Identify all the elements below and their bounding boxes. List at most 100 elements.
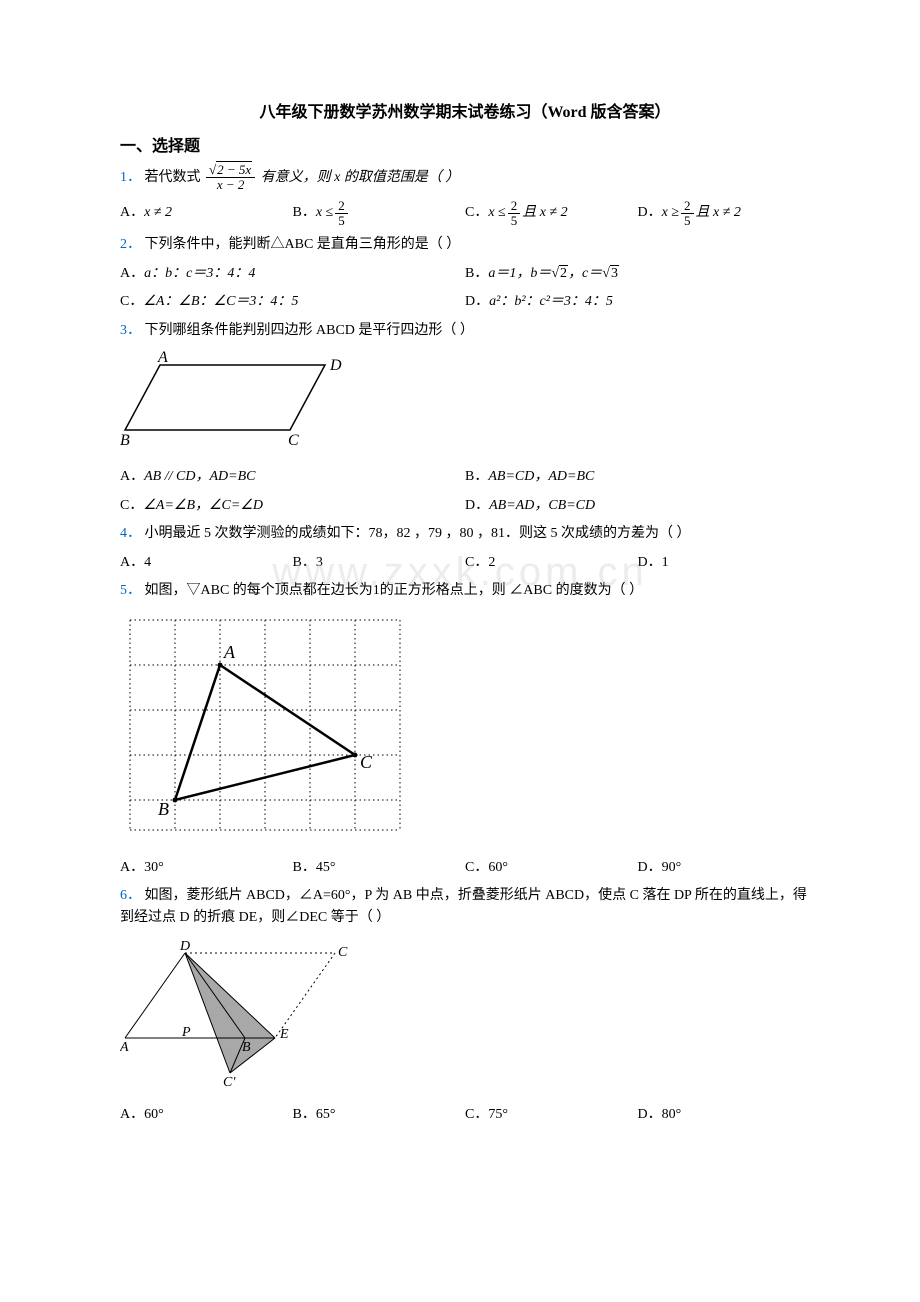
q2-opt-a: A． a：b：c＝3：4：4	[120, 263, 465, 285]
question-3: 3． 下列哪组条件能判别四边形 ABCD 是平行四边形（ ）	[120, 320, 810, 342]
q5-num: 5．	[120, 583, 141, 598]
section-header: 一、选择题	[120, 134, 810, 160]
opt-text: AB=CD，AD=BC	[488, 466, 594, 488]
q6-opt-a: A．60°	[120, 1104, 293, 1126]
label-c: C	[338, 945, 348, 960]
question-5: 5． 如图，▽ABC 的每个顶点都在边长为1的正方形格点上，则 ∠ABC 的度数…	[120, 580, 810, 602]
page-title: 八年级下册数学苏州数学期末试卷练习（Word 版含答案）	[120, 100, 810, 126]
q1-fraction: 2 − 5x x − 2	[206, 163, 255, 193]
q2-text: 下列条件中，能判断△ABC 是直角三角形的是（ ）	[145, 237, 461, 252]
opt-text: 3	[316, 552, 323, 574]
opt-label: D．	[465, 291, 489, 313]
grid-triangle-icon: A B C	[120, 610, 410, 840]
q4-opt-a: A．4	[120, 552, 293, 574]
q2-opt-d: D． a²：b²：c²＝3：4：5	[465, 291, 810, 313]
opt-text: AB=AD，CB=CD	[489, 495, 595, 517]
label-cp: C′	[223, 1075, 236, 1088]
opt-text: x ≠ 2	[144, 202, 172, 224]
q1-options: A． x ≠ 2 B． x ≤ 25 C． x ≤ 25 且 x ≠ 2 D． …	[120, 199, 810, 229]
opt-label: B．	[293, 202, 316, 224]
q3-opt-a: A． AB // CD，AD=BC	[120, 466, 465, 488]
opt-text: 60°	[488, 857, 508, 879]
q2-opt-b: B． a＝1，b＝ 2 ，c＝ 3	[465, 263, 810, 285]
question-1: 1． 若代数式 2 − 5x x − 2 有意义，则 x 的取值范围是（ ）	[120, 163, 810, 193]
q3-opt-b: B． AB=CD，AD=BC	[465, 466, 810, 488]
label-d: D	[179, 939, 190, 954]
q5-opt-b: B．45°	[293, 857, 466, 879]
frac-den: 5	[681, 214, 694, 228]
opt-text: 2	[488, 552, 495, 574]
opt-label: A．	[120, 857, 144, 879]
label-p: P	[181, 1025, 191, 1040]
frac-den: 5	[335, 214, 348, 228]
q5-opt-d: D．90°	[638, 857, 811, 879]
opt-text: x ≤	[316, 202, 333, 224]
q1-opt-d: D． x ≥ 25 且 x ≠ 2	[638, 199, 811, 229]
q2-options-1: A． a：b：c＝3：4：4 B． a＝1，b＝ 2 ，c＝ 3	[120, 263, 810, 285]
q3-text: 下列哪组条件能判别四边形 ABCD 是平行四边形（ ）	[145, 323, 474, 338]
radicand: 3	[610, 265, 619, 281]
q1-opt-a: A． x ≠ 2	[120, 199, 293, 229]
opt-label: C．	[120, 495, 143, 517]
frac-num: 2	[681, 199, 694, 214]
q1-opt-b: B． x ≤ 25	[293, 199, 466, 229]
label-a: A	[157, 350, 168, 366]
frac-den: 5	[508, 214, 521, 228]
q5-figure: A B C	[120, 610, 810, 848]
opt-text: 且 x ≠ 2	[696, 202, 741, 224]
q3-num: 3．	[120, 323, 141, 338]
opt-label: A．	[120, 552, 144, 574]
opt-label: C．	[120, 291, 143, 313]
opt-text: x ≤	[488, 202, 505, 224]
label-b: B	[158, 799, 169, 819]
rhombus-fold-icon: D C A B E P C′	[120, 938, 360, 1088]
opt-text: 30°	[144, 857, 164, 879]
q4-num: 4．	[120, 526, 141, 541]
q6-opt-b: B．65°	[293, 1104, 466, 1126]
opt-label: B．	[293, 552, 316, 574]
opt-label: B．	[293, 1104, 316, 1126]
frac-num: 2	[508, 199, 521, 214]
label-b: B	[120, 432, 130, 449]
label-d: D	[329, 357, 342, 374]
q3-options-2: C． ∠A=∠B，∠C=∠D D． AB=AD，CB=CD	[120, 495, 810, 517]
q2-num: 2．	[120, 237, 141, 252]
q4-opt-b: B．3	[293, 552, 466, 574]
opt-text: a²：b²：c²＝3：4：5	[489, 291, 613, 313]
q2-options-2: C． ∠A：∠B：∠C＝3：4：5 D． a²：b²：c²＝3：4：5	[120, 291, 810, 313]
opt-label: D．	[638, 552, 662, 574]
q5-opt-a: A．30°	[120, 857, 293, 879]
opt-label: D．	[638, 202, 662, 224]
opt-text: ，c＝	[568, 263, 602, 285]
q3-options-1: A． AB // CD，AD=BC B． AB=CD，AD=BC	[120, 466, 810, 488]
label-a: A	[120, 1040, 129, 1055]
opt-text: 80°	[662, 1104, 682, 1126]
opt-text: 65°	[316, 1104, 336, 1126]
opt-text: 4	[144, 552, 151, 574]
opt-text: 60°	[144, 1104, 164, 1126]
opt-label: C．	[465, 1104, 488, 1126]
q6-num: 6．	[120, 888, 141, 903]
question-6: 6． 如图，菱形纸片 ABCD，∠A=60°，P 为 AB 中点，折叠菱形纸片 …	[120, 885, 810, 930]
label-a: A	[223, 642, 236, 662]
q6-opt-c: C．75°	[465, 1104, 638, 1126]
q4-text: 小明最近 5 次数学测验的成绩如下：78，82 ，79 ，80 ，81．则这 5…	[145, 526, 691, 541]
opt-text: 75°	[488, 1104, 508, 1126]
opt-label: C．	[465, 552, 488, 574]
q4-options: A．4 B．3 C．2 D．1	[120, 552, 810, 574]
opt-text: ∠A：∠B：∠C＝3：4：5	[143, 291, 298, 313]
opt-label: A．	[120, 466, 144, 488]
opt-text: a：b：c＝3：4：4	[144, 263, 255, 285]
frac-num: 2	[335, 199, 348, 214]
opt-text: a＝1，b＝	[488, 263, 551, 285]
q6-options: A．60° B．65° C．75° D．80°	[120, 1104, 810, 1126]
opt-text: 且 x ≠ 2	[522, 202, 567, 224]
parallelogram-icon: A D B C	[120, 350, 350, 450]
q1-frac-den: x − 2	[214, 178, 248, 192]
q6-text: 如图，菱形纸片 ABCD，∠A=60°，P 为 AB 中点，折叠菱形纸片 ABC…	[120, 888, 807, 925]
opt-label: D．	[638, 857, 662, 879]
label-e: E	[279, 1027, 289, 1042]
opt-label: C．	[465, 857, 488, 879]
q2-opt-c: C． ∠A：∠B：∠C＝3：4：5	[120, 291, 465, 313]
opt-text: x ≥	[662, 202, 679, 224]
